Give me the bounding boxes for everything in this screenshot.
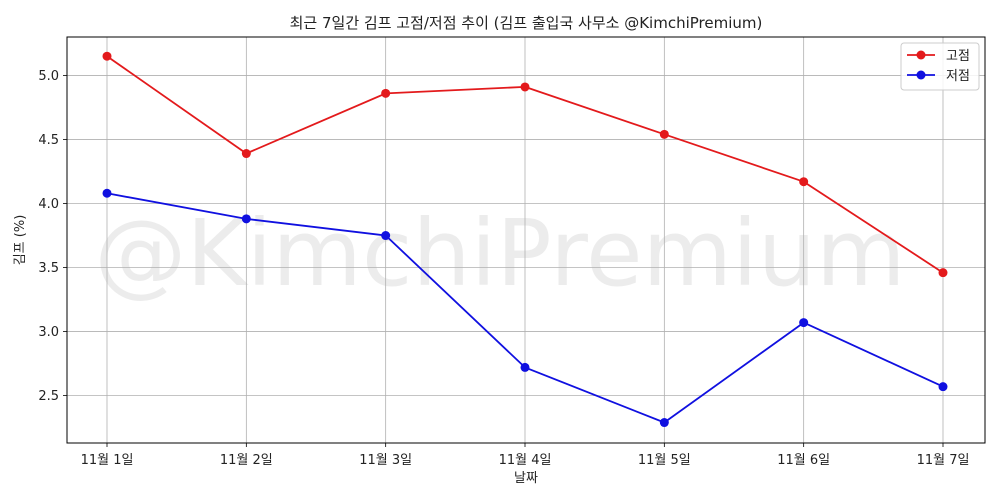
legend-label-high: 고점 <box>946 49 970 64</box>
x-axis-label: 날짜 <box>514 471 538 486</box>
y-axis: 2.5 3.0 3.5 4.0 4.5 5.0 <box>38 69 67 404</box>
x-tick-label: 11월 3일 <box>359 453 412 468</box>
data-point-high <box>938 268 948 278</box>
chart-title: 최근 7일간 김프 고점/저점 추이 (김프 출입국 사무소 @KimchiPr… <box>290 14 763 32</box>
x-tick-label: 11월 7일 <box>917 453 970 468</box>
data-point-low <box>799 318 809 328</box>
legend: 고점 저점 <box>900 42 980 91</box>
legend-marker-high <box>916 50 926 60</box>
data-point-low <box>381 231 391 241</box>
y-tick-label: 4.0 <box>38 197 59 212</box>
grid <box>67 37 985 443</box>
x-tick-label: 11월 2일 <box>220 453 273 468</box>
y-tick-label: 5.0 <box>38 69 59 84</box>
y-tick-label: 2.5 <box>38 389 59 404</box>
x-tick-label: 11월 1일 <box>81 453 134 468</box>
data-point-high <box>241 149 251 159</box>
y-tick-label: 3.0 <box>38 325 59 340</box>
x-tick-label: 11월 4일 <box>499 453 552 468</box>
data-point-low <box>659 418 669 428</box>
y-tick-label: 3.5 <box>38 261 59 276</box>
data-point-low <box>938 382 948 392</box>
data-point-low <box>520 362 530 372</box>
legend-marker-low <box>916 70 926 80</box>
watermark: @KimchiPremium <box>94 200 905 307</box>
y-axis-label: 김프 (%) <box>13 215 28 266</box>
plot-frame <box>66 36 986 444</box>
data-point-high <box>520 82 530 92</box>
x-axis: 11월 1일 11월 2일 11월 3일 11월 4일 11월 5일 11월 6일 11월 … <box>81 443 970 468</box>
data-point-high <box>381 88 391 98</box>
x-tick-label: 11월 5일 <box>638 453 691 468</box>
data-point-low <box>102 188 112 198</box>
data-point-high <box>799 177 809 187</box>
data-point-high <box>102 51 112 61</box>
series-layer <box>102 51 948 428</box>
data-point-low <box>241 214 251 224</box>
x-tick-label: 11월 6일 <box>777 453 830 468</box>
legend-label-low: 저점 <box>946 69 970 84</box>
data-point-high <box>659 129 669 139</box>
y-tick-label: 4.5 <box>38 133 59 148</box>
